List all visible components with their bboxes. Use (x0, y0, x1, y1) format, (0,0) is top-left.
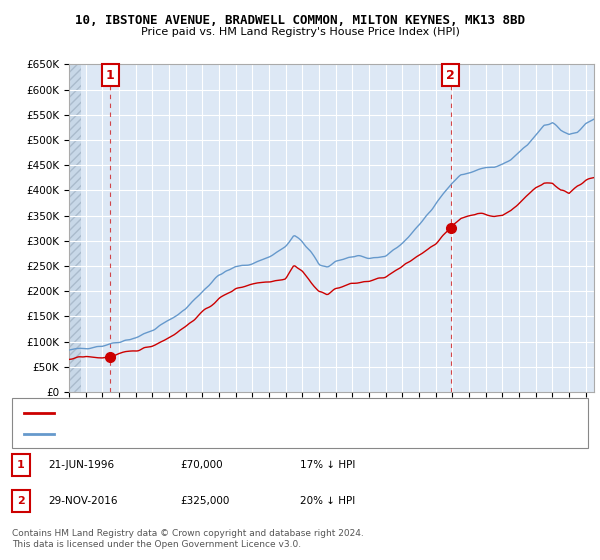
Text: HPI: Average price, detached house, Milton Keynes: HPI: Average price, detached house, Milt… (60, 430, 290, 438)
Text: Price paid vs. HM Land Registry's House Price Index (HPI): Price paid vs. HM Land Registry's House … (140, 27, 460, 37)
Text: £325,000: £325,000 (180, 496, 229, 506)
Text: 20% ↓ HPI: 20% ↓ HPI (300, 496, 355, 506)
Text: 2: 2 (446, 68, 455, 82)
Text: 29-NOV-2016: 29-NOV-2016 (48, 496, 118, 506)
Text: £70,000: £70,000 (180, 460, 223, 470)
Text: 10, IBSTONE AVENUE, BRADWELL COMMON, MILTON KEYNES, MK13 8BD (detached hous: 10, IBSTONE AVENUE, BRADWELL COMMON, MIL… (60, 408, 458, 417)
Text: 2: 2 (17, 496, 25, 506)
Text: 10, IBSTONE AVENUE, BRADWELL COMMON, MILTON KEYNES, MK13 8BD: 10, IBSTONE AVENUE, BRADWELL COMMON, MIL… (75, 14, 525, 27)
Text: 1: 1 (17, 460, 25, 470)
Text: 17% ↓ HPI: 17% ↓ HPI (300, 460, 355, 470)
Bar (69, 64, 80, 392)
Text: 21-JUN-1996: 21-JUN-1996 (48, 460, 114, 470)
Text: Contains HM Land Registry data © Crown copyright and database right 2024.
This d: Contains HM Land Registry data © Crown c… (12, 529, 364, 549)
Text: 1: 1 (106, 68, 115, 82)
